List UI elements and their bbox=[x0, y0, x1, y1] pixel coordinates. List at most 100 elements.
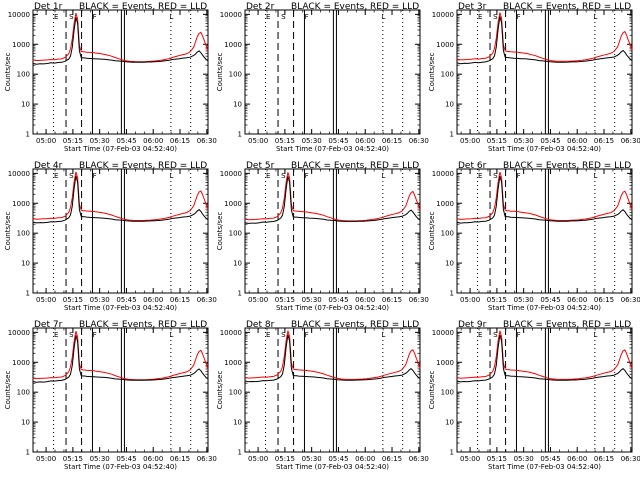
top-marker-label: F bbox=[517, 331, 521, 339]
plot-frame bbox=[32, 327, 209, 453]
lld-series-line bbox=[244, 172, 421, 222]
top-marker-label: F bbox=[93, 172, 97, 180]
top-marker-label: S bbox=[281, 13, 286, 21]
x-tick-label: 06:00 bbox=[567, 296, 587, 304]
x-tick-label: 05:45 bbox=[540, 137, 560, 145]
x-tick-label: 06:30 bbox=[409, 137, 429, 145]
panel-title: Det 8r bbox=[246, 320, 275, 330]
x-tick-label: 05:45 bbox=[328, 455, 348, 463]
x-tick-label: 06:00 bbox=[355, 296, 375, 304]
x-tick-label: 05:45 bbox=[116, 137, 136, 145]
x-tick-label: 06:00 bbox=[567, 455, 587, 463]
y-tick-label: 1000 bbox=[12, 359, 30, 367]
events-series-line bbox=[32, 175, 209, 224]
y-tick-label: 100 bbox=[17, 71, 30, 79]
y-tick-label: 1 bbox=[238, 290, 242, 298]
y-tick-label: 10000 bbox=[432, 11, 454, 19]
y-axis-label: Counts/sec bbox=[428, 371, 436, 410]
x-tick-label: 05:00 bbox=[248, 296, 268, 304]
top-marker-label: E bbox=[266, 13, 270, 21]
top-marker-label: E bbox=[478, 13, 482, 21]
panel-legend: BLACK = Events, RED = LLD bbox=[79, 320, 207, 330]
lld-series-line bbox=[32, 171, 209, 221]
y-axis-label: Counts/sec bbox=[4, 212, 12, 251]
y-tick-label: 1 bbox=[238, 131, 242, 139]
top-marker-label: L bbox=[593, 172, 597, 180]
y-tick-label: 1 bbox=[26, 290, 30, 298]
top-marker-label: L bbox=[169, 331, 173, 339]
top-marker-label: E bbox=[478, 172, 482, 180]
plot-frame bbox=[32, 168, 209, 294]
y-tick-label: 1000 bbox=[436, 41, 454, 49]
x-tick-label: 05:45 bbox=[328, 296, 348, 304]
x-tick-label: 05:30 bbox=[514, 296, 534, 304]
x-axis-label: Start Time (07-Feb-03 04:52:40) bbox=[64, 304, 177, 312]
y-axis-label: Counts/sec bbox=[4, 371, 12, 410]
top-marker-label: F bbox=[93, 13, 97, 21]
x-tick-label: 05:15 bbox=[275, 455, 295, 463]
plot-frame bbox=[456, 168, 633, 294]
top-marker-label: F bbox=[305, 172, 309, 180]
y-tick-label: 10000 bbox=[220, 329, 242, 337]
x-tick-label: 06:30 bbox=[197, 137, 217, 145]
x-axis-label: Start Time (07-Feb-03 04:52:40) bbox=[64, 463, 177, 471]
y-tick-label: 10 bbox=[445, 101, 454, 109]
y-tick-label: 1000 bbox=[436, 200, 454, 208]
x-tick-label: 05:15 bbox=[63, 455, 83, 463]
panel-legend: BLACK = Events, RED = LLD bbox=[79, 2, 207, 12]
events-series-line bbox=[32, 17, 209, 65]
x-tick-label: 06:30 bbox=[197, 455, 217, 463]
y-tick-label: 10 bbox=[21, 101, 30, 109]
x-tick-label: 06:30 bbox=[409, 296, 429, 304]
y-tick-label: 10 bbox=[233, 260, 242, 268]
x-tick-label: 05:15 bbox=[275, 137, 295, 145]
x-tick-label: 05:45 bbox=[540, 296, 560, 304]
panel-title: Det 7r bbox=[34, 320, 63, 330]
x-tick-label: 05:45 bbox=[116, 296, 136, 304]
y-tick-label: 1000 bbox=[12, 41, 30, 49]
y-tick-label: 10 bbox=[21, 260, 30, 268]
panel-4: Det 4r BLACK = Events, RED = LLD 1 10 100 100… bbox=[4, 161, 217, 312]
top-marker-label: S bbox=[69, 331, 74, 339]
x-tick-label: 06:30 bbox=[621, 137, 640, 145]
panel-legend: BLACK = Events, RED = LLD bbox=[503, 2, 631, 12]
top-marker-label: S bbox=[281, 172, 286, 180]
y-tick-label: 10 bbox=[233, 419, 242, 427]
y-tick-label: 10000 bbox=[432, 170, 454, 178]
y-tick-label: 10000 bbox=[8, 329, 30, 337]
top-marker-label: L bbox=[593, 13, 597, 21]
y-axis-label: Counts/sec bbox=[4, 53, 12, 92]
panel-legend: BLACK = Events, RED = LLD bbox=[291, 320, 419, 330]
x-axis-label: Start Time (07-Feb-03 04:52:40) bbox=[64, 145, 177, 153]
panel-legend: BLACK = Events, RED = LLD bbox=[79, 161, 207, 171]
x-tick-label: 05:30 bbox=[302, 455, 322, 463]
panel-title: Det 1r bbox=[34, 2, 63, 12]
plot-frame bbox=[456, 327, 633, 453]
top-marker-label: S bbox=[493, 13, 498, 21]
panel-9: Det 9r BLACK = Events, RED = LLD 1 10 100 100… bbox=[428, 320, 640, 471]
events-series-line bbox=[32, 335, 209, 383]
y-tick-label: 10 bbox=[21, 419, 30, 427]
x-tick-label: 05:15 bbox=[487, 455, 507, 463]
x-axis-label: Start Time (07-Feb-03 04:52:40) bbox=[488, 463, 601, 471]
x-tick-label: 06:30 bbox=[409, 455, 429, 463]
x-tick-label: 05:30 bbox=[90, 137, 110, 145]
y-tick-label: 100 bbox=[17, 230, 30, 238]
panel-2: Det 2r BLACK = Events, RED = LLD 1 10 100 100… bbox=[216, 2, 429, 153]
top-marker-label: E bbox=[54, 172, 58, 180]
x-tick-label: 05:00 bbox=[36, 296, 56, 304]
y-tick-label: 1000 bbox=[224, 41, 242, 49]
y-tick-label: 1 bbox=[26, 449, 30, 457]
y-tick-label: 10000 bbox=[8, 170, 30, 178]
y-tick-label: 1000 bbox=[224, 359, 242, 367]
x-tick-label: 05:45 bbox=[116, 455, 136, 463]
y-tick-label: 1 bbox=[238, 449, 242, 457]
top-marker-label: S bbox=[493, 172, 498, 180]
x-tick-label: 05:00 bbox=[248, 137, 268, 145]
panel-7: Det 7r BLACK = Events, RED = LLD 1 10 100 100… bbox=[4, 320, 217, 471]
panel-title: Det 6r bbox=[458, 161, 487, 171]
lld-series-line bbox=[456, 12, 633, 62]
x-tick-label: 06:30 bbox=[621, 455, 640, 463]
y-tick-label: 10 bbox=[233, 101, 242, 109]
x-tick-label: 05:15 bbox=[275, 296, 295, 304]
